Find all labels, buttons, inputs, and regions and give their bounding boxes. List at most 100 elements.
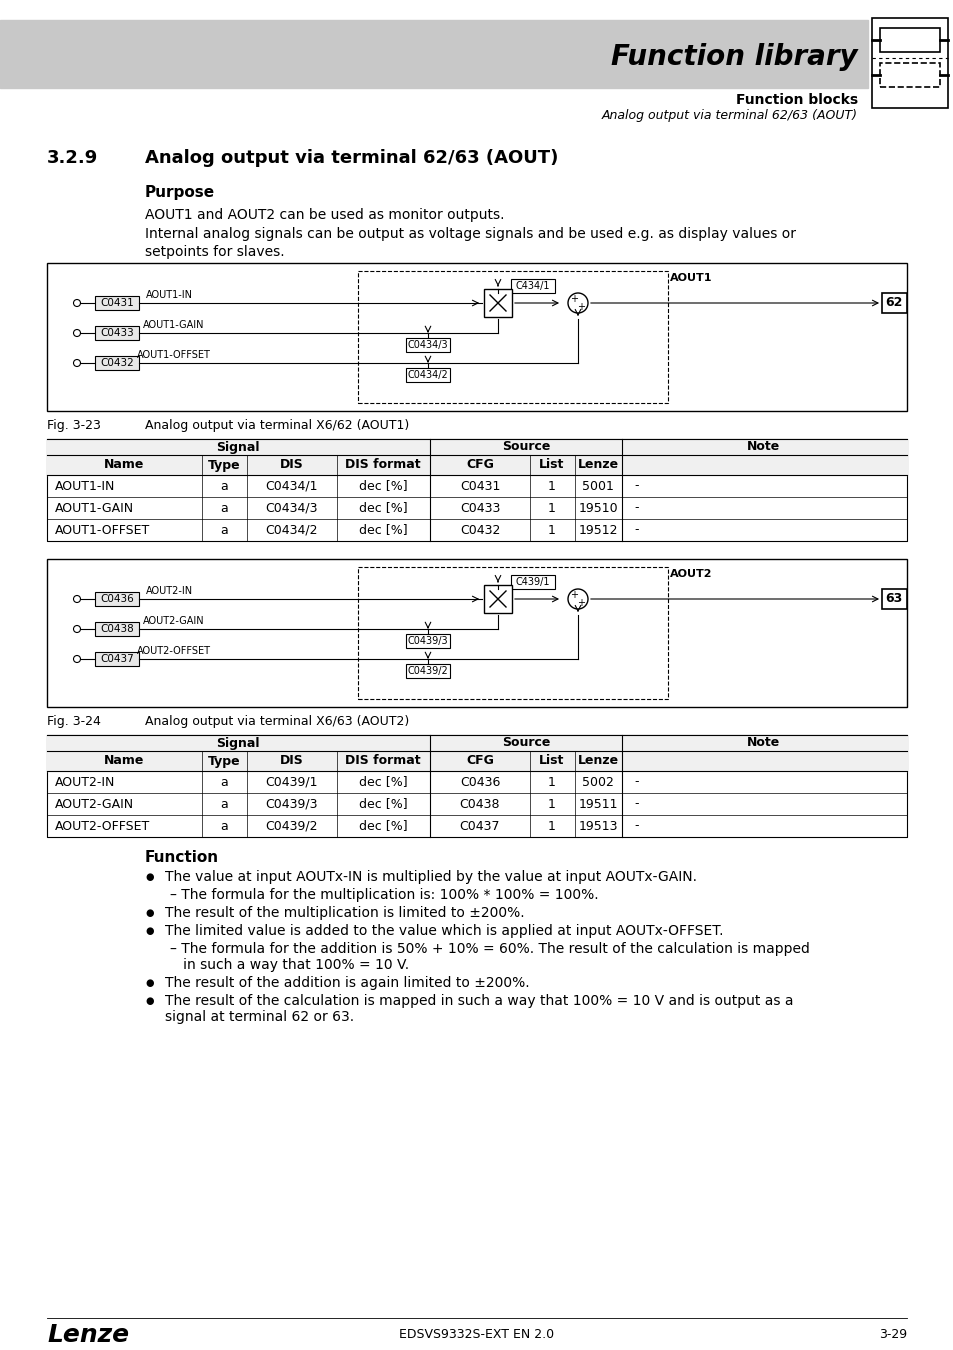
Text: -: -	[634, 798, 639, 810]
Text: 1: 1	[547, 479, 556, 493]
Text: -: -	[634, 524, 639, 536]
Text: 1: 1	[547, 798, 556, 810]
Text: C0439/3: C0439/3	[266, 798, 318, 810]
Text: Signal: Signal	[216, 737, 259, 749]
Text: 62: 62	[884, 297, 902, 309]
Bar	[483, 289, 512, 317]
Text: a: a	[220, 798, 228, 810]
Text: 19513: 19513	[578, 819, 618, 833]
Text: setpoints for slaves.: setpoints for slaves.	[145, 244, 284, 259]
Text: Note: Note	[746, 440, 780, 454]
Text: C0433: C0433	[100, 328, 133, 338]
Bar	[357, 567, 667, 699]
Text: AOUT1-IN: AOUT1-IN	[146, 290, 193, 300]
Text: Source: Source	[501, 737, 550, 749]
Text: a: a	[220, 819, 228, 833]
Text: Analog output via terminal 62/63 (AOUT): Analog output via terminal 62/63 (AOUT)	[145, 148, 558, 167]
Text: -: -	[634, 819, 639, 833]
Text: AOUT2-OFFSET: AOUT2-OFFSET	[137, 647, 211, 656]
Text: C439/1: C439/1	[516, 576, 550, 587]
Text: Source: Source	[501, 440, 550, 454]
Text: AOUT2: AOUT2	[669, 568, 712, 579]
Text: AOUT1-GAIN: AOUT1-GAIN	[143, 320, 205, 329]
Bar	[95, 652, 139, 666]
Text: C0437: C0437	[459, 819, 499, 833]
Text: dec [%]: dec [%]	[358, 819, 407, 833]
Text: 3.2.9: 3.2.9	[47, 148, 98, 167]
Text: Lenze: Lenze	[47, 1323, 129, 1347]
Bar	[47, 439, 906, 541]
Text: 1: 1	[547, 819, 556, 833]
Text: C0438: C0438	[100, 624, 133, 634]
Bar	[511, 575, 555, 589]
Bar	[406, 369, 450, 382]
Text: Type: Type	[208, 459, 240, 471]
Text: -: -	[634, 479, 639, 493]
Text: AOUT1-IN: AOUT1-IN	[55, 479, 115, 493]
Text: -: -	[634, 501, 639, 514]
Bar	[882, 293, 906, 313]
Text: ●: ●	[145, 909, 153, 918]
Text: CFG: CFG	[466, 755, 494, 768]
Bar	[879, 28, 939, 53]
Text: DIS format: DIS format	[345, 459, 420, 471]
Text: C0434/1: C0434/1	[266, 479, 318, 493]
Bar	[357, 271, 667, 404]
Text: EDSVS9332S-EXT EN 2.0: EDSVS9332S-EXT EN 2.0	[399, 1328, 554, 1342]
Bar	[871, 18, 947, 108]
Text: -: -	[634, 775, 639, 788]
Text: C0438: C0438	[459, 798, 499, 810]
Text: C0439/3: C0439/3	[407, 636, 448, 647]
Text: C0434/2: C0434/2	[407, 370, 448, 379]
Text: Function blocks: Function blocks	[735, 93, 857, 107]
Text: C0432: C0432	[100, 358, 133, 369]
Text: Name: Name	[104, 755, 144, 768]
Text: C434/1: C434/1	[516, 281, 550, 292]
Bar	[406, 338, 450, 352]
Bar	[47, 751, 906, 771]
Text: The result of the addition is again limited to ±200%.: The result of the addition is again limi…	[165, 976, 529, 990]
Bar	[47, 455, 906, 475]
Text: C0433: C0433	[459, 501, 499, 514]
Bar	[406, 634, 450, 648]
Text: C0434/3: C0434/3	[407, 340, 448, 350]
Text: C0436: C0436	[459, 775, 499, 788]
Text: AOUT2-IN: AOUT2-IN	[145, 586, 193, 595]
Text: 1: 1	[547, 524, 556, 536]
Text: AOUT1 and AOUT2 can be used as monitor outputs.: AOUT1 and AOUT2 can be used as monitor o…	[145, 208, 504, 221]
Text: dec [%]: dec [%]	[358, 501, 407, 514]
Text: a: a	[220, 501, 228, 514]
Text: 3-29: 3-29	[878, 1328, 906, 1342]
Text: DIS: DIS	[280, 755, 304, 768]
Text: 1: 1	[547, 775, 556, 788]
Text: C0436: C0436	[100, 594, 133, 603]
Text: 5001: 5001	[581, 479, 614, 493]
Text: a: a	[220, 775, 228, 788]
Text: Fig. 3-23: Fig. 3-23	[47, 420, 101, 432]
Text: C0434/2: C0434/2	[266, 524, 318, 536]
Text: Type: Type	[208, 755, 240, 768]
Text: dec [%]: dec [%]	[358, 479, 407, 493]
Bar	[95, 325, 139, 340]
Text: C0437: C0437	[100, 653, 133, 664]
Text: AOUT2-OFFSET: AOUT2-OFFSET	[55, 819, 150, 833]
Text: Signal: Signal	[216, 440, 259, 454]
Text: in such a way that 100% = 10 V.: in such a way that 100% = 10 V.	[170, 958, 409, 972]
Text: DIS: DIS	[280, 459, 304, 471]
Text: a: a	[220, 524, 228, 536]
Text: Lenze: Lenze	[577, 459, 618, 471]
Text: Analog output via terminal 62/63 (AOUT): Analog output via terminal 62/63 (AOUT)	[601, 109, 857, 123]
Text: The value at input AOUTx-IN is multiplied by the value at input AOUTx-GAIN.: The value at input AOUTx-IN is multiplie…	[165, 869, 697, 884]
Bar	[95, 356, 139, 370]
Text: Function: Function	[145, 849, 219, 864]
Text: 19510: 19510	[578, 501, 618, 514]
Text: Fig. 3-24: Fig. 3-24	[47, 716, 101, 729]
Text: a: a	[220, 479, 228, 493]
Text: List: List	[538, 459, 564, 471]
Bar	[511, 279, 555, 293]
Text: C0434/3: C0434/3	[266, 501, 318, 514]
Text: signal at terminal 62 or 63.: signal at terminal 62 or 63.	[165, 1010, 354, 1025]
Text: 1: 1	[547, 501, 556, 514]
Bar	[882, 589, 906, 609]
Text: Purpose: Purpose	[145, 185, 214, 201]
